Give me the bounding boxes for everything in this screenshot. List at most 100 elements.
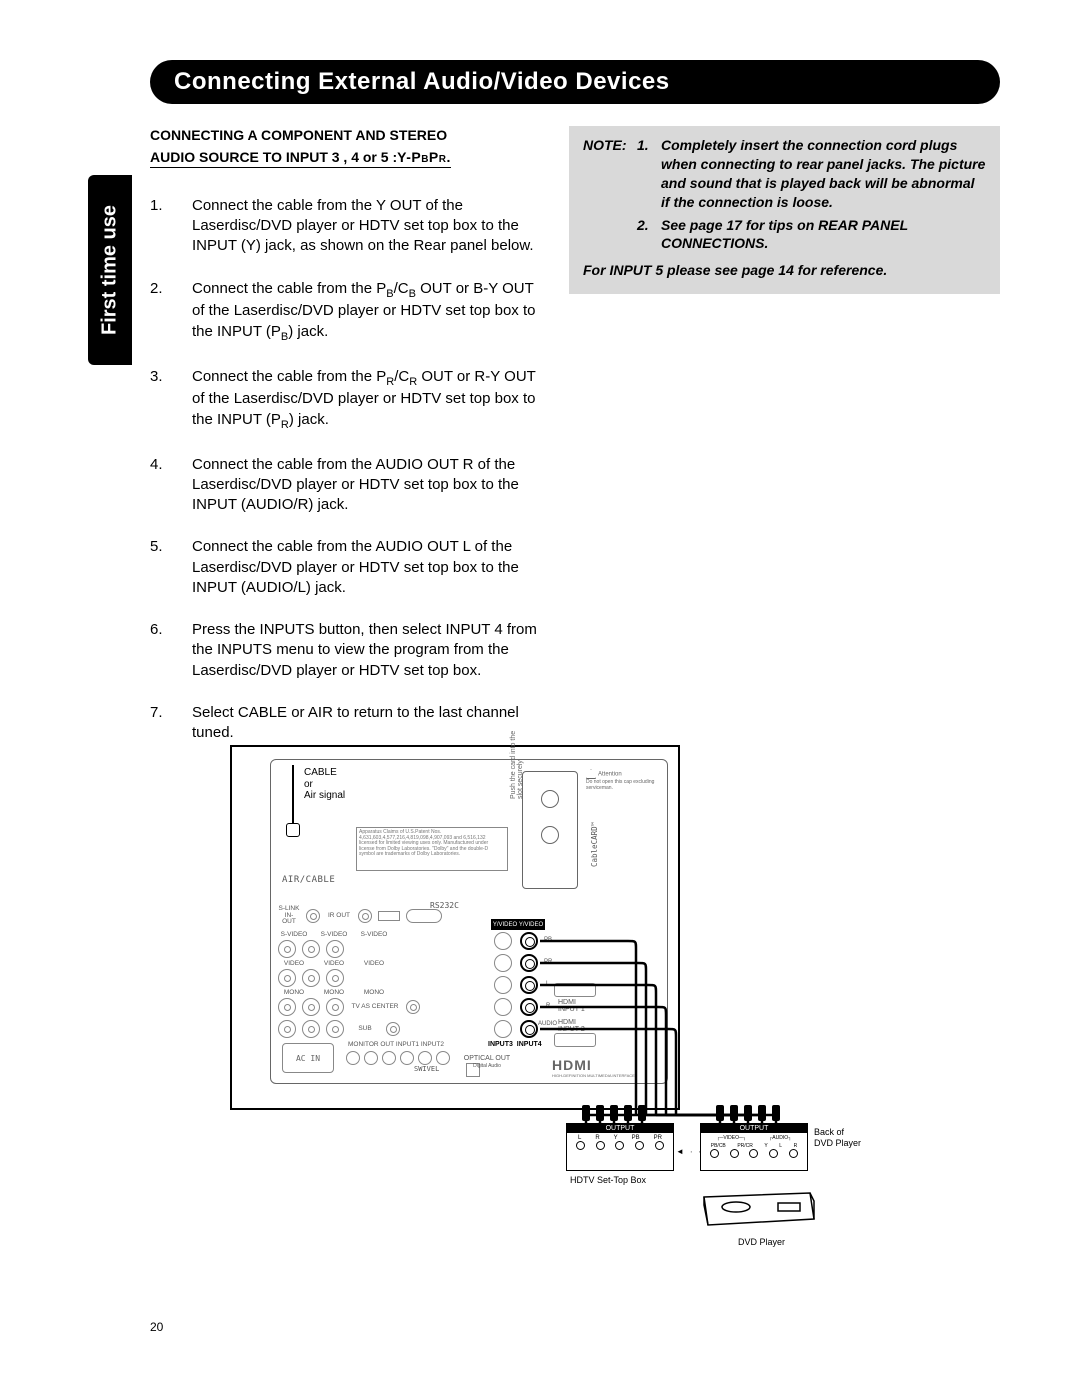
input3-pr-jack	[494, 976, 512, 994]
dvd-j4	[769, 1149, 778, 1158]
input4-yvideo: Y/VIDEO	[517, 919, 545, 930]
input34-labels: INPUT3 INPUT4	[488, 1041, 542, 1048]
note-item-2: 2. See page 17 for tips on REAR PANEL CO…	[583, 216, 986, 254]
tvcenter-label: TV AS CENTER	[350, 1004, 400, 1011]
step-5-text: Connect the cable from the AUDIO OUT L o…	[192, 537, 545, 598]
subheading-line2a: AUDIO SOURCE TO INPUT 3 , 4 or 5 :	[150, 149, 397, 165]
bj-4	[400, 1051, 414, 1065]
sidebar-tab: First time use	[88, 175, 132, 365]
sidebar-tab-label: First time use	[99, 205, 122, 335]
step-2: Connect the cable from the PB/CB OUT or …	[150, 279, 545, 345]
pb-label: PB	[544, 937, 552, 943]
r-jack-1	[278, 1020, 296, 1038]
audio-label: AUDIO	[538, 1021, 557, 1027]
optical-sub: Digital Audio	[473, 1063, 501, 1069]
stb-j1	[576, 1141, 585, 1150]
input3-column: Y/VIDEO	[494, 919, 516, 1042]
dvd-cols: PB/CB PR/CR Y L R	[701, 1141, 807, 1149]
stb-j3	[615, 1141, 624, 1150]
irout-label: IR OUT	[326, 913, 352, 920]
ac-in-port: AC IN	[282, 1043, 334, 1073]
l-label: L	[546, 981, 549, 987]
patent-notice: Apparatus Claims of U.S.Patent Nos. 4,63…	[356, 827, 508, 871]
dvd-j1	[710, 1149, 719, 1158]
l-jack-1	[278, 998, 296, 1016]
hdmi-logo-text: HDMI	[552, 1057, 592, 1073]
bj-1	[346, 1051, 360, 1065]
subheading-line2b: Y-PbPr.	[397, 149, 451, 165]
note-item-1: NOTE: 1. Completely insert the connectio…	[583, 136, 986, 212]
step-6: Press the INPUTS button, then select INP…	[150, 620, 545, 681]
cablecard-slot	[522, 771, 578, 889]
dvd-header: OUTPUT	[701, 1124, 807, 1133]
step-4: Connect the cable from the AUDIO OUT R o…	[150, 455, 545, 516]
step-7: Select CABLE or AIR to return to the las…	[150, 703, 545, 744]
input4-pr-jack	[520, 976, 538, 994]
sub-jack	[386, 1022, 400, 1036]
page-title: Connecting External Audio/Video Devices	[150, 60, 1000, 104]
bottom-labels: MONITOR OUT INPUT1 INPUT2	[348, 1041, 444, 1048]
swivel-label: SWIVEL	[414, 1065, 439, 1073]
dvd-j2	[730, 1149, 739, 1158]
r-label: R	[546, 1003, 550, 1009]
subheading-line1: CONNECTING A COMPONENT AND STEREO	[150, 126, 545, 145]
dvd-col-3: Y	[764, 1143, 767, 1149]
input4-y-jack	[520, 932, 538, 950]
optical-label: OPTICAL OUT Digital Audio	[442, 1055, 532, 1069]
bj-3	[382, 1051, 396, 1065]
svideo-jack-3	[326, 940, 344, 958]
note-text-1: Completely insert the connection cord pl…	[661, 136, 986, 212]
dvd-alabel: AUDIO	[772, 1135, 788, 1141]
step-3: Connect the cable from the PR/CR OUT or …	[150, 367, 545, 433]
cablecard-label: CableCARD™	[590, 822, 599, 867]
chip-1	[378, 911, 400, 921]
hdmi-logo-sub: HIGH-DEFINITION MULTIMEDIA INTERFACE	[552, 1073, 635, 1078]
dvd-caption: DVD Player	[738, 1237, 785, 1247]
video-3: VIDEO	[360, 960, 388, 967]
stb-j4	[635, 1141, 644, 1150]
pr-label: PR	[544, 959, 552, 965]
attention-title: Attention	[598, 772, 622, 778]
dvd-groups: ┌─VIDEO─┐ ┌AUDIO┐	[701, 1133, 807, 1141]
stb-output-box: OUTPUT L R Y PB PR	[566, 1123, 674, 1171]
slot-circle-2	[541, 826, 559, 844]
cable-label-1: CABLE	[304, 767, 337, 778]
video-jack-3	[326, 969, 344, 987]
sub-label: SUB	[350, 1026, 380, 1033]
input3-pb-jack	[494, 954, 512, 972]
bj-2	[364, 1051, 378, 1065]
dvd-jacks	[701, 1149, 807, 1160]
svideo-2: S-VIDEO	[320, 931, 348, 938]
video-jack-2	[302, 969, 320, 987]
l-jack-2	[302, 998, 320, 1016]
irout-jack	[358, 909, 372, 923]
right-column: NOTE: 1. Completely insert the connectio…	[569, 126, 1000, 765]
cable-label-3: Air signal	[304, 790, 345, 801]
svideo-3: S-VIDEO	[360, 931, 388, 938]
input3-label: INPUT3	[488, 1041, 513, 1048]
aircable-port-label: AIR/CABLE	[282, 875, 335, 885]
instruction-list: Connect the cable from the Y OUT of the …	[150, 196, 545, 743]
left-column: CONNECTING A COMPONENT AND STEREO AUDIO …	[150, 126, 545, 765]
rear-panel-diagram: CABLE or Air signal AIR/CABLE Apparatus …	[230, 745, 1000, 1285]
slot-circle-1	[541, 790, 559, 808]
note-num-1: 1.	[637, 136, 661, 212]
l-jack-3	[326, 998, 344, 1016]
stb-caption: HDTV Set-Top Box	[570, 1175, 646, 1185]
antenna-plug-icon	[286, 823, 300, 837]
dvd-output-box: OUTPUT ┌─VIDEO─┐ ┌AUDIO┐ PB/CB PR/CR Y L…	[700, 1123, 808, 1171]
input1-label: INPUT1	[396, 1041, 419, 1048]
bj-5	[418, 1051, 432, 1065]
note-num-2: 2.	[637, 216, 661, 254]
mono-1: MONO	[280, 989, 308, 996]
back-of-dvd-label: Back ofDVD Player	[814, 1127, 861, 1149]
video-jack-1	[278, 969, 296, 987]
hdmi1-label: HDMIINPUT 1	[558, 999, 585, 1013]
hdmi2-label: HDMIINPUT 2	[558, 1019, 585, 1033]
r-jack-2	[302, 1020, 320, 1038]
bottom-jack-row	[346, 1051, 450, 1065]
video-1: VIDEO	[280, 960, 308, 967]
monitorout-label: MONITOR OUT	[348, 1041, 394, 1048]
dvd-j3	[749, 1149, 758, 1158]
optical-text: OPTICAL OUT	[464, 1055, 510, 1062]
